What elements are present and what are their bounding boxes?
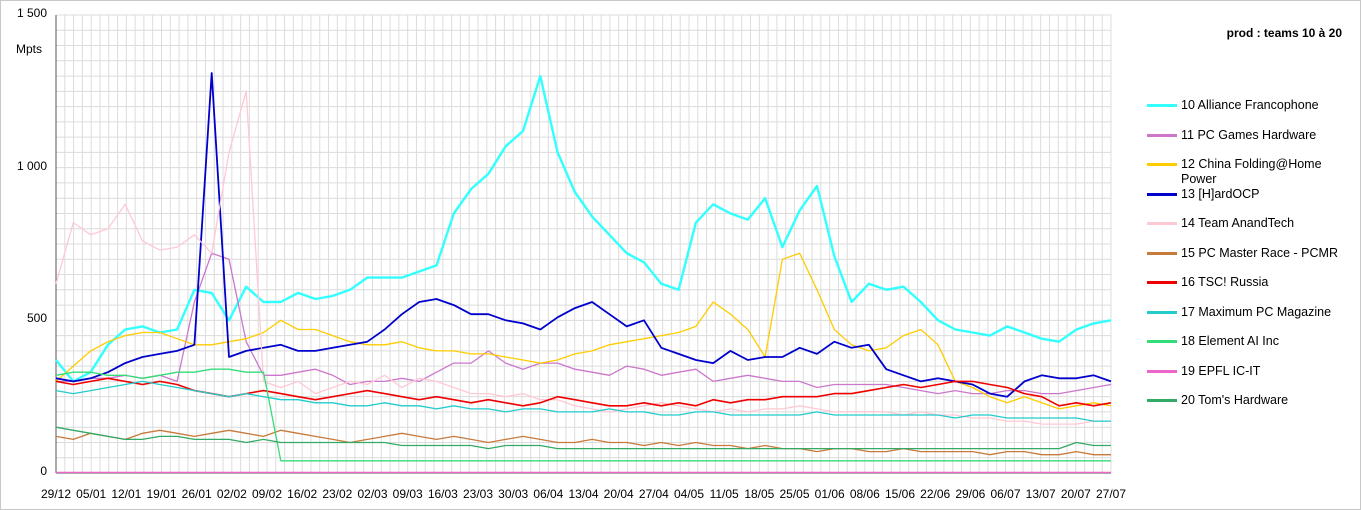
x-tick-label: 27/07 — [1095, 487, 1127, 501]
series-line-13 — [55, 72, 1112, 398]
x-tick-label: 01/06 — [814, 487, 845, 501]
y-axis-unit-label: Mpts — [16, 42, 43, 56]
legend-label: 10 Alliance Francophone — [1181, 98, 1319, 112]
x-tick-label: 15/06 — [884, 487, 916, 501]
series-line-17 — [55, 380, 1111, 422]
legend-label: 11 PC Games Hardware — [1181, 127, 1317, 142]
legend-swatch — [1147, 251, 1177, 255]
x-tick-label: 06/07 — [990, 487, 1021, 501]
legend-item: 13 [H]ardOCP — [1147, 187, 1357, 217]
legend-label: 18 Element AI Inc — [1181, 334, 1279, 348]
x-tick-label: 26/01 — [181, 487, 212, 501]
x-tick-label: 20/04 — [603, 487, 634, 501]
x-tick-label: 27/04 — [638, 487, 669, 501]
legend-swatch — [1147, 104, 1177, 107]
y-tick-label: 500 — [26, 311, 47, 326]
x-tick-label: 29/06 — [955, 487, 986, 501]
y-tick-label: 1 500 — [16, 6, 47, 20]
series-line-15 — [55, 429, 1111, 456]
x-tick-label: 04/05 — [673, 487, 705, 501]
legend-label: 14 Team AnandTech — [1181, 216, 1295, 230]
x-tick-label: 08/06 — [849, 487, 880, 501]
x-tick-label: 16/02 — [287, 487, 318, 501]
series-line-11 — [56, 252, 1112, 395]
x-tick-label: 22/06 — [920, 487, 951, 501]
legend: 10 Alliance Francophone 11 PC Games Hardw… — [1147, 98, 1357, 423]
legend-swatch — [1147, 369, 1177, 373]
legend-item: 18 Element AI Inc — [1147, 334, 1357, 364]
x-tick-label: 16/03 — [427, 487, 458, 501]
legend-swatch — [1147, 163, 1177, 166]
legend-label: 16 TSC! Russia — [1181, 275, 1269, 289]
legend-item: 14 Team AnandTech — [1147, 216, 1357, 246]
x-tick-label: 20/07 — [1060, 487, 1091, 501]
legend-item: 10 Alliance Francophone — [1147, 98, 1357, 128]
x-tick-label: 02/02 — [216, 487, 247, 501]
chart-title: prod : teams 10 à 20 — [1226, 26, 1342, 40]
legend-swatch — [1147, 222, 1177, 225]
legend-item: 15 PC Master Race - PCMR — [1147, 246, 1357, 276]
legend-label: 12 China Folding@Home Power — [1181, 157, 1322, 186]
legend-item: 20 Tom's Hardware — [1147, 393, 1357, 423]
x-tick-label: 02/03 — [357, 487, 388, 501]
x-tick-label: 30/03 — [498, 487, 529, 501]
y-tick-label: 1 000 — [16, 158, 47, 173]
y-tick-label: 0 — [40, 464, 47, 478]
legend-item: 16 TSC! Russia — [1147, 275, 1357, 305]
legend-label: 20 Tom's Hardware — [1181, 393, 1289, 407]
legend-label: 17 Maximum PC Magazine — [1181, 304, 1332, 319]
legend-item: 17 Maximum PC Magazine — [1147, 305, 1357, 335]
x-tick-label: 19/01 — [146, 487, 177, 501]
x-tick-label: 09/02 — [251, 487, 283, 501]
x-tick-label: 12/01 — [111, 487, 142, 501]
x-tick-label: 25/05 — [779, 487, 810, 501]
legend-item: 11 PC Games Hardware — [1147, 128, 1357, 158]
series-line-12 — [55, 252, 1112, 410]
legend-swatch — [1147, 133, 1177, 137]
x-tick-label: 13/07 — [1025, 487, 1056, 501]
legend-item: 12 China Folding@Home Power — [1147, 157, 1357, 187]
x-tick-label: 06/04 — [533, 487, 564, 501]
x-tick-label: 05/01 — [76, 487, 107, 501]
x-tick-label: 29/12 — [40, 487, 72, 501]
x-tick-label: 18/05 — [744, 487, 775, 501]
series-line-20 — [55, 426, 1111, 450]
legend-swatch — [1147, 310, 1177, 314]
x-tick-label: 11/05 — [709, 487, 739, 501]
legend-label: 15 PC Master Race - PCMR — [1181, 245, 1338, 260]
legend-label: 19 EPFL IC-IT — [1181, 363, 1261, 378]
x-tick-label: 13/04 — [568, 487, 599, 501]
legend-label: 13 [H]ardOCP — [1181, 186, 1260, 201]
x-tick-label: 23/02 — [322, 487, 353, 501]
legend-swatch — [1147, 192, 1177, 196]
legend-swatch — [1147, 340, 1177, 343]
legend-item: 19 EPFL IC-IT — [1147, 364, 1357, 394]
x-tick-label: 09/03 — [392, 487, 423, 501]
series-line-18 — [55, 368, 1111, 462]
x-tick-label: 23/03 — [462, 487, 494, 501]
legend-swatch — [1147, 399, 1177, 402]
legend-swatch — [1147, 281, 1177, 284]
series-line-10 — [55, 74, 1112, 383]
